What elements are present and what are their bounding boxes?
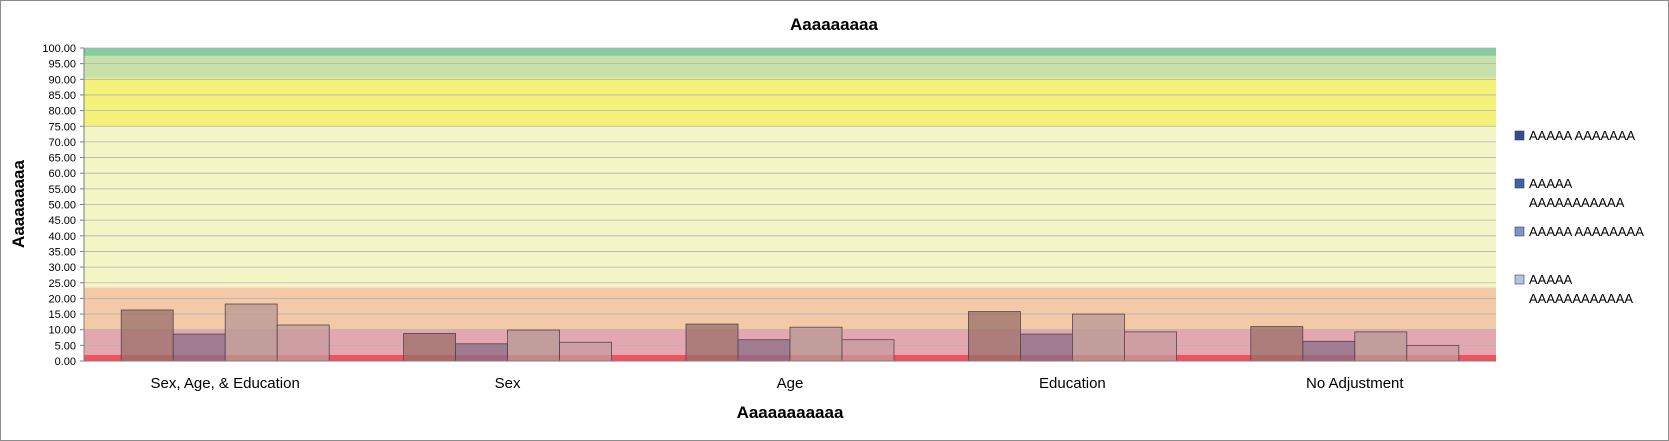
bar-s4-c1 [276,324,330,362]
band-5 [84,55,1496,78]
ytick-label-15: 75.00 [48,121,76,133]
bar-s2-c5 [1302,340,1356,362]
legend-label-3: AAAAA AAAAAAAA [1529,224,1644,239]
legend-swatch-1 [1514,130,1525,141]
x-axis-title: Aaaaaaaaaaa [737,403,844,422]
ytick-label-3: 15.00 [48,309,76,321]
legend-swatch-2 [1514,178,1525,189]
band-2 [84,287,1496,330]
ytick-label-9: 45.00 [48,215,76,227]
bar-s3-c1 [224,303,278,362]
y-tick-labels: 0.00 5.00 10.00 15.00 20.00 25.00 30.00 35.00 40… [42,43,76,368]
axes [83,48,1496,362]
gridlines [80,47,1496,362]
bar-s4-c3 [841,339,895,362]
ytick-label-12: 60.00 [48,168,76,180]
ytick-label-14: 70.00 [48,137,76,149]
chart-title: Aaaaaaaaa [790,15,878,34]
bar-s2-c1 [172,333,226,362]
ytick-label-4: 20.00 [48,293,76,305]
bar-s1-c5 [1250,326,1304,362]
y-axis-title: Aaaaaaaaa [9,160,28,248]
bar-s1-c3 [685,323,739,362]
ytick-label-6: 30.00 [48,262,76,274]
bar-s3-c4 [1072,313,1125,362]
bar-s4-c4 [1124,331,1177,362]
bar-s3-c5 [1354,331,1408,362]
band-6 [84,48,1496,56]
x-tick-label-1: Sex, Age, & Education [151,375,300,392]
bar-s4-c2 [559,341,612,362]
x-tick-label-5: No Adjustment [1306,375,1404,392]
legend-label-line: AAAAAAAAAAAA [1529,291,1633,306]
ytick-label-7: 35.00 [48,246,76,258]
x-tick-label-3: Age [777,375,804,392]
legend-label-line: AAAAA AAAAAAAA [1529,224,1644,239]
x-tick-label-2: Sex [495,375,521,392]
ytick-label-19: 95.00 [48,59,76,71]
ytick-label-2: 10.00 [48,325,76,337]
band-3 [84,126,1496,288]
bar-s1-c4 [968,311,1021,362]
bar-s4-c5 [1406,344,1460,362]
bar-s3-c2 [507,329,561,362]
ytick-label-5: 25.00 [48,278,76,290]
x-tick-labels: Sex, Age, & Education Sex Age Education No A… [151,375,1405,392]
band-4 [84,77,1496,127]
ytick-label-11: 55.00 [48,184,76,196]
ytick-label-16: 80.00 [48,106,76,118]
bar-s1-c1 [120,309,174,362]
legend-label-2: AAAAA AAAAAAAAAAA [1529,176,1625,210]
bar-s3-c3 [789,326,843,362]
legend-label-line: AAAAA [1529,272,1573,287]
ytick-label-10: 50.00 [48,200,76,212]
x-tick-label-4: Education [1039,375,1106,392]
ytick-label-17: 85.00 [48,90,76,102]
ytick-label-20: 100.00 [42,43,76,55]
ytick-label-8: 40.00 [48,231,76,243]
legend-label-line: AAAAA AAAAAAA [1529,128,1636,143]
ytick-label-0: 0.00 [55,356,76,368]
bars [120,303,1460,362]
bar-s1-c2 [403,333,457,362]
ytick-label-18: 90.00 [48,74,76,86]
legend-label-4: AAAAA AAAAAAAAAAAA [1529,272,1633,306]
legend-label-line: AAAAA [1529,176,1573,191]
legend-swatch-3 [1514,226,1525,237]
legend-swatch-4 [1514,274,1525,285]
legend-label-line: AAAAAAAAAAA [1529,195,1625,210]
ytick-label-1: 5.00 [55,340,76,352]
bar-s2-c3 [737,339,791,362]
bar-s2-c4 [1020,333,1073,362]
bar-s2-c2 [455,343,509,362]
ytick-label-13: 65.00 [48,153,76,165]
legend-label-1: AAAAA AAAAAAA [1529,128,1636,143]
